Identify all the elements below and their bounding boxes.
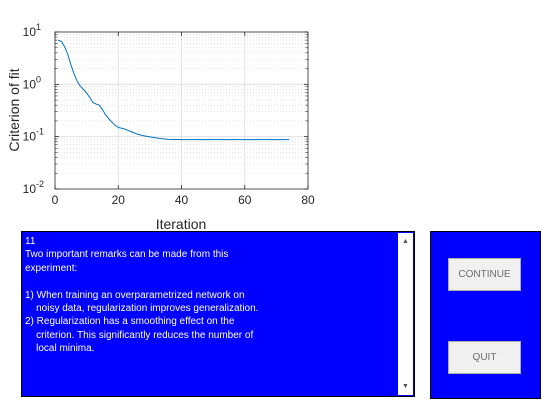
remarks-text: 11 Two important remarks can be made from…: [25, 235, 396, 356]
grid: [55, 32, 308, 189]
vertical-scrollbar[interactable]: ▲ ▼: [398, 233, 413, 395]
text-line: local minima.: [25, 343, 95, 355]
remarks-text-panel[interactable]: 11 Two important remarks can be made from…: [21, 231, 415, 397]
text-line: criterion. This significantly reduces th…: [25, 329, 254, 341]
x-tick-labels: 0 20 40 60 80: [52, 193, 315, 207]
y-tick-exponent: -2: [36, 179, 44, 189]
quit-button[interactable]: QUIT: [448, 341, 521, 374]
x-tick-label: 20: [112, 193, 126, 207]
y-tick-base: 10: [23, 77, 37, 91]
x-axis-label: Iteration: [156, 216, 207, 232]
y-tick-label: 10: [23, 25, 37, 39]
x-tick-label: 60: [238, 193, 252, 207]
text-line: 2) Regularization has a smoothing effect…: [25, 316, 235, 328]
text-line: [25, 275, 396, 288]
y-tick-label: 10: [23, 77, 37, 91]
scroll-up-arrow-icon[interactable]: ▲: [402, 238, 409, 245]
y-tick-label: 10: [23, 182, 37, 196]
text-line: 1) When training an overparametrized net…: [25, 289, 245, 301]
continue-button[interactable]: CONTINUE: [448, 258, 521, 291]
y-axis-label: Criterion of fit: [6, 68, 22, 151]
y-tick-base: 10: [23, 130, 37, 144]
series-line: [57, 39, 290, 141]
x-tick-label: 0: [52, 193, 59, 207]
text-line: Two important remarks can be made from t…: [25, 249, 229, 261]
y-tick-exponent: 1: [36, 22, 41, 32]
x-tick-label: 80: [301, 193, 315, 207]
y-tick-exponent: -1: [36, 127, 44, 137]
y-tick-label: 10: [23, 130, 37, 144]
text-line: noisy data, regularization improves gene…: [25, 303, 259, 315]
text-line: experiment:: [25, 262, 78, 274]
y-tick-base: 10: [23, 25, 37, 39]
y-tick-base: 10: [23, 182, 37, 196]
x-tick-label: 40: [175, 193, 189, 207]
axis-ticks: [54, 31, 309, 190]
text-line: 11: [25, 236, 36, 247]
scroll-down-arrow-icon[interactable]: ▼: [402, 383, 409, 390]
button-panel: CONTINUE QUIT: [430, 231, 541, 399]
y-tick-exponent: 0: [36, 74, 41, 84]
